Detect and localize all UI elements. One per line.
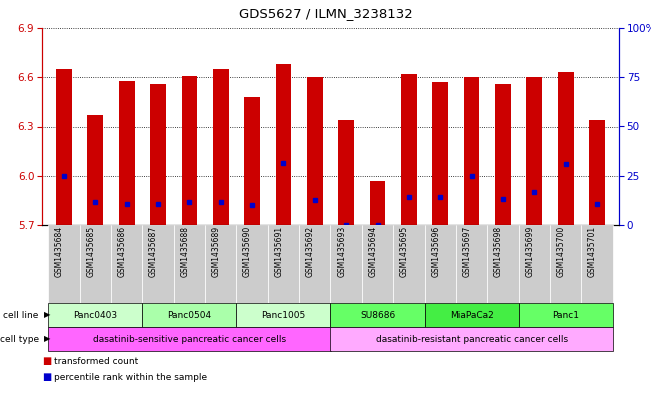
Text: GSM1435694: GSM1435694 (368, 226, 378, 277)
Text: cell line: cell line (3, 310, 39, 320)
Text: GSM1435695: GSM1435695 (400, 226, 409, 277)
Text: GSM1435698: GSM1435698 (494, 226, 503, 277)
Bar (87, 115, 103, 225)
Text: percentile rank within the sample: percentile rank within the sample (54, 373, 207, 382)
Bar (339, 120, 354, 225)
Text: MiaPaCa2: MiaPaCa2 (450, 310, 493, 320)
Text: GSM1435684: GSM1435684 (55, 226, 64, 277)
Text: GSM1435687: GSM1435687 (149, 226, 158, 277)
Bar (432, 82, 448, 225)
Bar (307, 77, 323, 225)
Text: dasatinib-resistant pancreatic cancer cells: dasatinib-resistant pancreatic cancer ce… (376, 334, 568, 343)
Text: dasatinib-sensitive pancreatic cancer cells: dasatinib-sensitive pancreatic cancer ce… (93, 334, 286, 343)
Text: GSM1435696: GSM1435696 (431, 226, 440, 277)
Text: GSM1435691: GSM1435691 (275, 226, 283, 277)
Text: Panc0504: Panc0504 (167, 310, 212, 320)
Text: GSM1435692: GSM1435692 (306, 226, 315, 277)
Text: ▶: ▶ (44, 310, 51, 320)
Bar (213, 69, 229, 225)
Text: Panc0403: Panc0403 (74, 310, 117, 320)
Text: GSM1435700: GSM1435700 (557, 226, 566, 277)
Bar (56, 69, 72, 225)
Text: GSM1435685: GSM1435685 (87, 226, 95, 277)
Text: GSM1435686: GSM1435686 (118, 226, 127, 277)
Text: GSM1435697: GSM1435697 (463, 226, 471, 277)
Text: ■: ■ (42, 372, 51, 382)
Bar (182, 75, 197, 225)
Text: Panc1005: Panc1005 (261, 310, 305, 320)
Bar (558, 72, 574, 225)
Text: cell type: cell type (0, 334, 39, 343)
Text: GDS5627 / ILMN_3238132: GDS5627 / ILMN_3238132 (239, 7, 412, 20)
Text: transformed count: transformed count (54, 356, 138, 365)
Bar (527, 77, 542, 225)
Text: GSM1435701: GSM1435701 (588, 226, 597, 277)
Text: ■: ■ (42, 356, 51, 366)
Bar (119, 81, 135, 225)
Bar (401, 74, 417, 225)
Bar (370, 181, 385, 225)
Bar (150, 84, 166, 225)
Text: GSM1435688: GSM1435688 (180, 226, 189, 277)
Text: GSM1435693: GSM1435693 (337, 226, 346, 277)
Text: SU8686: SU8686 (360, 310, 395, 320)
Bar (495, 84, 511, 225)
Text: Panc1: Panc1 (552, 310, 579, 320)
Bar (589, 120, 605, 225)
Bar (464, 77, 479, 225)
Bar (275, 64, 291, 225)
Text: GSM1435699: GSM1435699 (525, 226, 534, 277)
Text: GSM1435690: GSM1435690 (243, 226, 252, 277)
Text: ▶: ▶ (44, 334, 51, 343)
Bar (244, 97, 260, 225)
Text: GSM1435689: GSM1435689 (212, 226, 221, 277)
